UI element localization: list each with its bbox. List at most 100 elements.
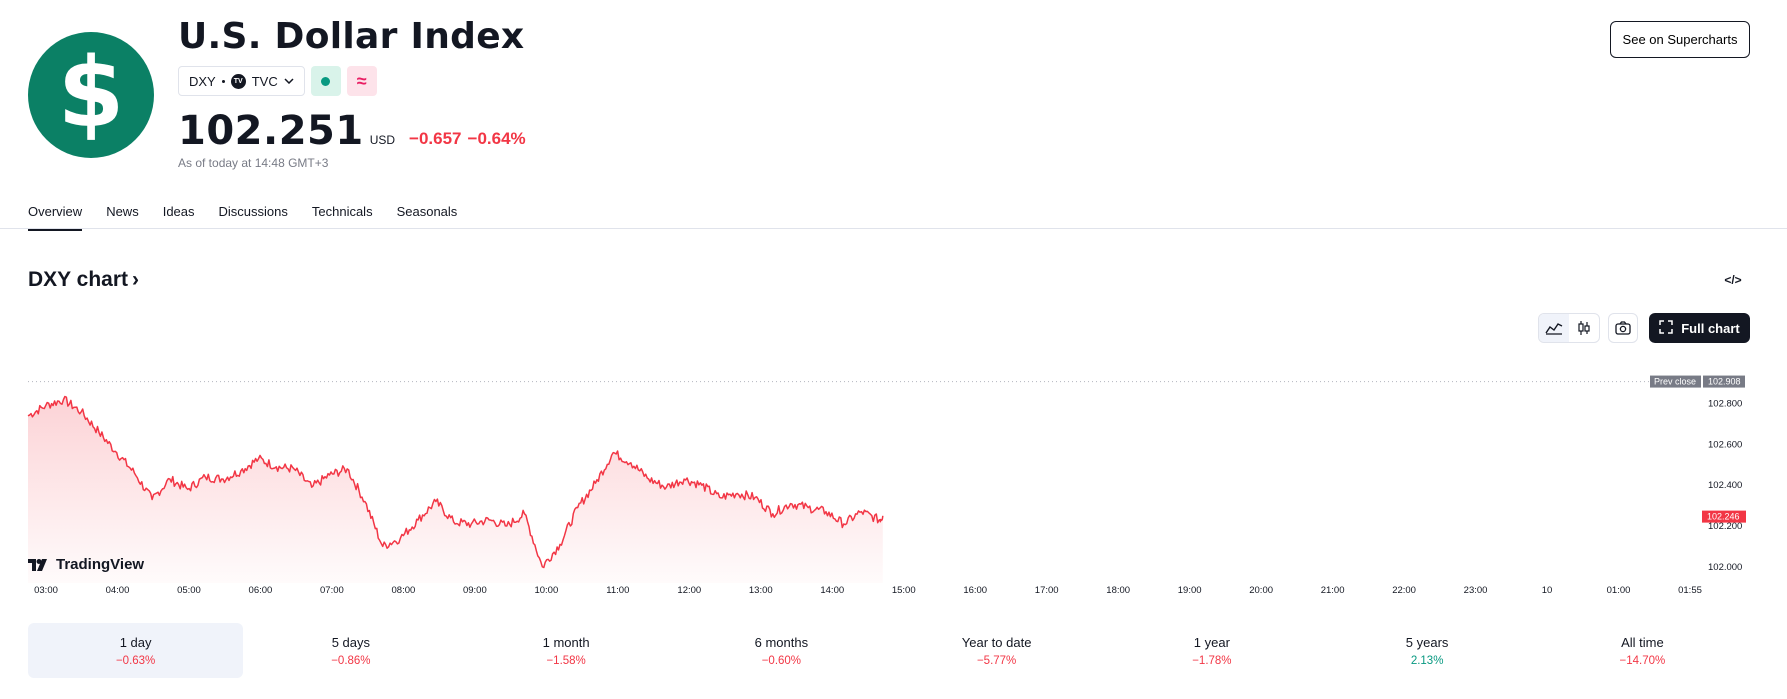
market-open-dot-icon: [321, 76, 331, 86]
period-1y[interactable]: 1 year −1.78%: [1104, 623, 1319, 678]
price-line: [27, 395, 884, 569]
period-5d[interactable]: 5 days −0.86%: [243, 623, 458, 678]
period-change: −0.63%: [115, 654, 156, 667]
period-change: −14.70%: [1619, 654, 1666, 667]
performance-periods: 1 day −0.63% 5 days −0.86% 1 month −1.58…: [28, 623, 1750, 678]
x-tick-label: 01:55: [1678, 585, 1702, 596]
tab-technicals[interactable]: Technicals: [311, 204, 373, 219]
chevron-down-icon: [284, 75, 294, 87]
chart-style-toggle: [1538, 313, 1600, 343]
x-tick-label: 15:00: [892, 585, 916, 596]
y-tick-label: 102.000: [1708, 562, 1742, 573]
period-1d[interactable]: 1 day −0.63%: [28, 623, 244, 678]
x-tick-label: 22:00: [1392, 585, 1416, 596]
last-price: 102.251: [178, 108, 364, 154]
camera-icon[interactable]: [1608, 313, 1638, 343]
period-ytd[interactable]: Year to date −5.77%: [889, 623, 1104, 678]
x-tick-label: 10: [1542, 585, 1553, 596]
x-tick-label: 20:00: [1249, 585, 1273, 596]
period-change: −0.60%: [761, 654, 802, 667]
period-1m[interactable]: 1 month −1.58%: [459, 623, 674, 678]
page-title: U.S. Dollar Index: [178, 16, 525, 57]
prev-close-value: 102.908: [1708, 377, 1741, 387]
x-tick-label: 05:00: [177, 585, 201, 596]
y-tick-label: 102.800: [1708, 399, 1742, 410]
price-area-fill: [28, 396, 883, 583]
full-chart-button[interactable]: Full chart: [1649, 313, 1750, 343]
x-axis: 03:00 04:00 05:00 06:00 07:00 08:00 09:00 10:00…: [34, 585, 1702, 596]
embed-code-icon[interactable]: </>: [1724, 273, 1742, 287]
x-tick-label: 17:00: [1035, 585, 1059, 596]
period-label: 5 years: [1405, 634, 1449, 650]
period-label: 1 month: [542, 634, 590, 650]
symbol-label: DXY: [189, 73, 216, 89]
tab-overview[interactable]: Overview: [28, 204, 83, 231]
chart-title-link[interactable]: DXY chart ›: [28, 268, 139, 292]
period-change: 2.13%: [1410, 654, 1444, 667]
y-tick-label: 102.200: [1708, 521, 1742, 532]
y-tick-label: 102.600: [1708, 439, 1742, 450]
x-tick-label: 23:00: [1464, 585, 1488, 596]
y-tick-label: 102.400: [1708, 480, 1742, 491]
period-change: −1.58%: [546, 654, 586, 667]
x-tick-label: 14:00: [820, 585, 844, 596]
price-change: −0.657: [409, 129, 462, 148]
period-change: −0.86%: [331, 654, 371, 667]
period-change: −5.77%: [976, 654, 1017, 667]
period-change: −1.78%: [1192, 654, 1232, 667]
y-axis: 102.000 102.200 102.400 102.600 102.800: [1708, 399, 1742, 573]
currency-label: USD: [369, 133, 396, 147]
x-tick-label: 08:00: [392, 585, 416, 596]
delayed-data-button[interactable]: ≈: [346, 66, 377, 96]
x-tick-label: 12:00: [677, 585, 701, 596]
x-tick-label: 03:00: [34, 585, 58, 596]
prev-close-tag: Prev close 102.908: [1650, 375, 1745, 388]
fullscreen-icon: [1659, 319, 1673, 337]
tab-ideas[interactable]: Ideas: [162, 204, 195, 219]
tabs-divider: [0, 228, 1787, 229]
x-tick-label: 13:00: [749, 585, 773, 596]
approx-icon: ≈: [356, 70, 367, 91]
as-of-timestamp: As of today at 14:48 GMT+3: [178, 156, 329, 170]
dxy-logo: $: [28, 32, 154, 158]
market-status-button[interactable]: [310, 66, 341, 96]
period-label: Year to date: [961, 634, 1032, 650]
price-row: 102.251 USD −0.657 −0.64%: [178, 108, 526, 154]
period-6m[interactable]: 6 months −0.60%: [674, 623, 889, 678]
full-chart-label: Full chart: [1681, 320, 1740, 336]
price-chart[interactable]: 102.000 102.200 102.400 102.600 102.800 03:0…: [0, 355, 1787, 605]
tab-news[interactable]: News: [106, 204, 139, 219]
dollar-icon: $: [57, 37, 125, 149]
symbol-exchange-dropdown[interactable]: DXY TV TVC: [178, 66, 305, 96]
prev-close-label: Prev close: [1654, 377, 1696, 387]
section-tabs: Overview News Ideas Discussions Technica…: [28, 204, 457, 231]
period-label: 5 days: [331, 634, 371, 650]
x-tick-label: 21:00: [1321, 585, 1345, 596]
x-tick-label: 06:00: [249, 585, 273, 596]
separator-dot: [221, 79, 225, 83]
period-label: 1 day: [119, 634, 152, 650]
x-tick-label: 10:00: [534, 585, 558, 596]
x-tick-label: 18:00: [1106, 585, 1130, 596]
last-price-value: 102.246: [1707, 512, 1740, 522]
tradingview-logo: TradingView: [28, 556, 144, 573]
price-change-percent: −0.64%: [467, 129, 526, 148]
period-label: 1 year: [1193, 634, 1230, 650]
tab-seasonals[interactable]: Seasonals: [396, 204, 458, 219]
x-tick-label: 09:00: [463, 585, 487, 596]
x-tick-label: 01:00: [1607, 585, 1631, 596]
x-tick-label: 11:00: [606, 585, 629, 596]
area-chart-icon[interactable]: [1539, 314, 1569, 342]
see-on-supercharts-button[interactable]: See on Supercharts: [1610, 21, 1750, 58]
tab-discussions[interactable]: Discussions: [218, 204, 288, 219]
x-tick-label: 04:00: [106, 585, 130, 596]
candlestick-chart-icon[interactable]: [1569, 314, 1599, 342]
symbol-row: DXY TV TVC ≈: [178, 66, 377, 96]
period-5y[interactable]: 5 years 2.13%: [1320, 623, 1535, 678]
period-all[interactable]: All time −14.70%: [1535, 623, 1750, 678]
period-label: All time: [1621, 634, 1664, 650]
period-label: 6 months: [754, 634, 809, 650]
chevron-right-icon: ›: [132, 268, 139, 291]
x-tick-label: 07:00: [320, 585, 344, 596]
exchange-label: TVC: [251, 73, 278, 89]
